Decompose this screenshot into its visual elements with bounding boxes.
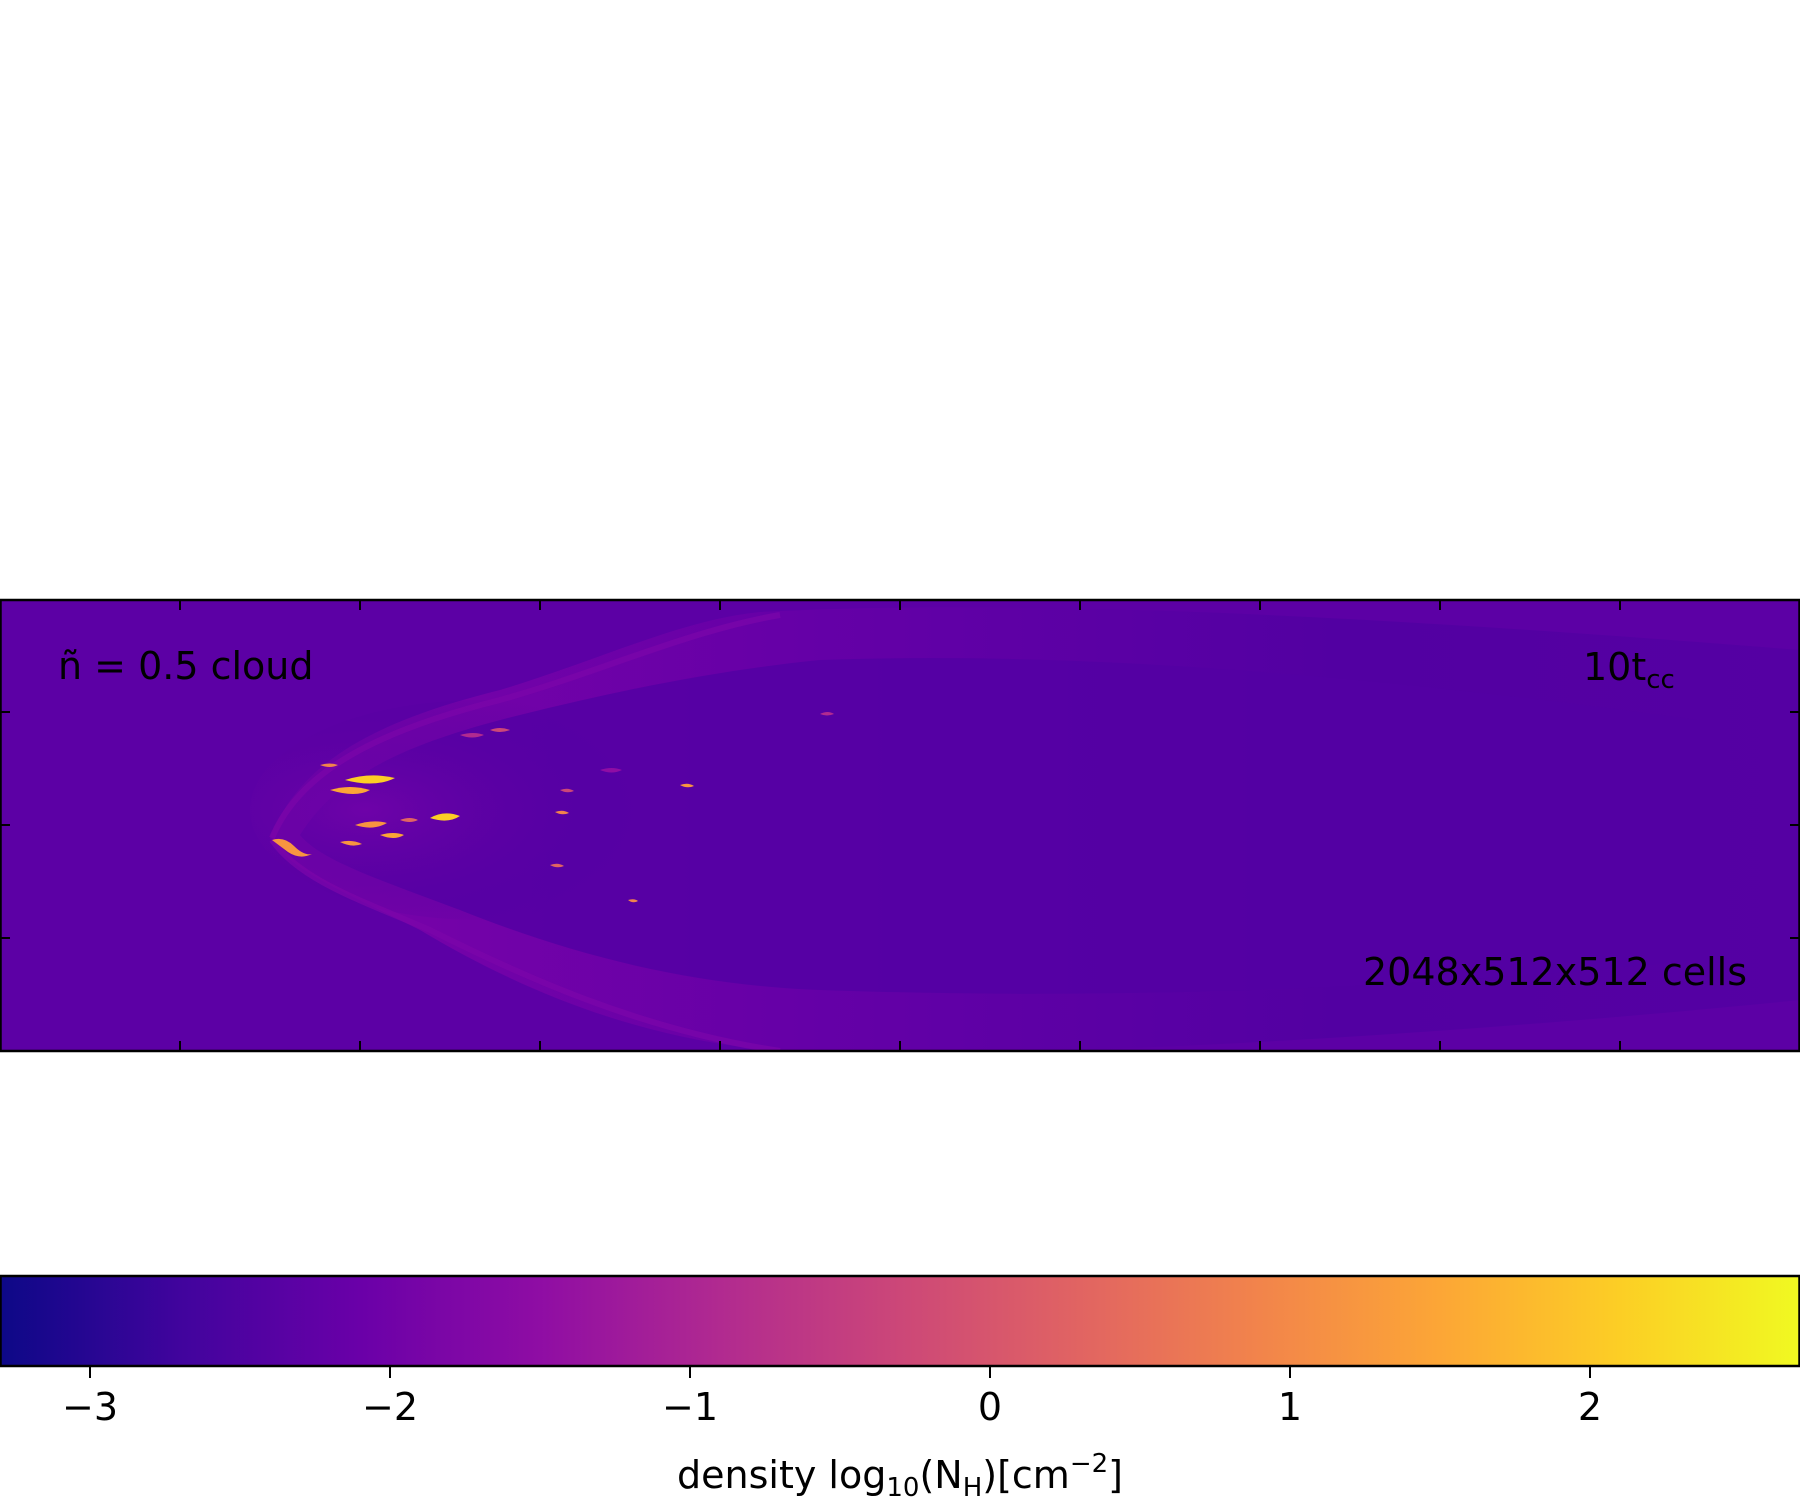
clump — [600, 768, 622, 773]
clump — [490, 728, 510, 732]
clump — [680, 783, 694, 788]
cloud-core-glow — [250, 700, 710, 920]
colorbar-label-sub1: 10 — [886, 1473, 919, 1500]
colorbar-tick-label: −1 — [662, 1385, 718, 1429]
colorbar-tick-label: 2 — [1578, 1385, 1602, 1429]
colorbar-label-pre: density log — [677, 1453, 886, 1497]
bow-shock-edge — [269, 612, 781, 840]
colorbar-tick-label: −2 — [362, 1385, 418, 1429]
clump — [628, 899, 638, 903]
clump — [380, 833, 404, 838]
colorbar-tick-label: 0 — [978, 1385, 1002, 1429]
time-label-main: 10t — [1583, 645, 1646, 689]
clump — [345, 775, 395, 784]
clump — [355, 821, 387, 828]
colorbar-ticks: −3 −2 −1 0 1 2 — [62, 1366, 1602, 1429]
colorbar-tick-label: −3 — [62, 1385, 118, 1429]
time-label: 10tcc — [1583, 645, 1675, 695]
colorbar-label-mid: (N — [919, 1453, 962, 1497]
colorbar-label: density log10(NH)[cm−2] — [677, 1449, 1123, 1500]
colorbar-tick-label: 1 — [1278, 1385, 1302, 1429]
clump — [460, 733, 484, 738]
clump — [555, 810, 569, 815]
colorbar-label-sup: −2 — [1070, 1449, 1108, 1479]
cloud-label: ñ = 0.5 cloud — [58, 644, 314, 688]
clump — [400, 818, 418, 822]
density-image-panel — [0, 600, 1800, 1051]
clump — [330, 787, 370, 794]
colorbar: −3 −2 −1 0 1 2 density log10(NH)[cm−2] — [0, 1274, 1800, 1500]
panel-ticks — [0, 600, 1800, 1051]
colorbar-label-sub2: H — [963, 1473, 983, 1500]
colorbar-label-post: )[cm — [982, 1453, 1070, 1497]
clump — [320, 763, 338, 767]
clump — [550, 863, 564, 868]
colorbar-label-end: ] — [1108, 1453, 1123, 1497]
bow-shock-edge-lower — [269, 838, 781, 1051]
clump — [272, 838, 312, 857]
clump — [430, 813, 460, 821]
clump — [820, 712, 834, 716]
dense-clumps — [272, 712, 834, 903]
colorbar-gradient — [0, 1274, 1800, 1368]
clump — [340, 840, 362, 846]
time-label-sub: cc — [1646, 665, 1675, 695]
clump — [560, 788, 574, 793]
resolution-label: 2048x512x512 cells — [1363, 950, 1747, 994]
